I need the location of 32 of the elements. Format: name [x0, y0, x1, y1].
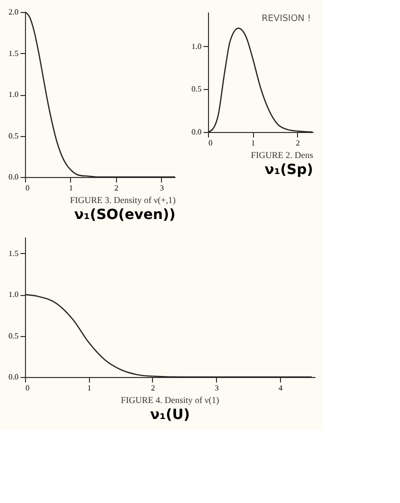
x-tick-label: 2: [296, 138, 300, 148]
y-tick-label: 1.5: [8, 48, 18, 58]
x-tick-label: 2: [150, 384, 155, 392]
y-tick-label: 0.0: [8, 172, 18, 182]
x-tick-label: 3: [214, 384, 219, 392]
x-tick-label: 1: [251, 138, 256, 148]
text: ν₁(Sp): [264, 162, 314, 178]
text: FIGURE 3. Density of ν(+,1): [70, 195, 176, 205]
x-tick-label: 0: [208, 138, 212, 148]
y-tick-label: 2.0: [8, 8, 18, 16]
line-series: [24, 294, 312, 378]
x-tick-label: 3: [160, 184, 164, 192]
annotation: REVISION !: [262, 14, 311, 24]
x-tick-label: 4: [278, 384, 282, 392]
y-tick-label: 0.0: [192, 128, 202, 136]
y-tick-label: 1.0: [192, 42, 202, 51]
y-tick-label: 1.0: [8, 90, 18, 99]
y-tick-label: 0.5: [8, 131, 18, 140]
x-tick-label: 1: [87, 384, 92, 392]
text: ν₁(SO(even)): [74, 207, 176, 223]
text: FIGURE 4. Density of ν(1): [120, 395, 220, 405]
y-tick-label: 0.0: [8, 372, 18, 382]
text: ν₁(U): [150, 407, 190, 423]
x-tick-label: 0: [26, 384, 30, 392]
y-tick-label: 1.5: [8, 248, 18, 258]
x-tick-label: 1: [68, 184, 73, 192]
x-tick-label: 0: [26, 184, 30, 192]
text: FIGURE 2. Dens: [250, 150, 314, 160]
y-tick-label: 1.0: [8, 290, 18, 300]
y-tick-label: 0.5: [8, 331, 18, 340]
x-tick-label: 2: [114, 184, 118, 192]
y-tick-label: 0.5: [192, 84, 202, 94]
